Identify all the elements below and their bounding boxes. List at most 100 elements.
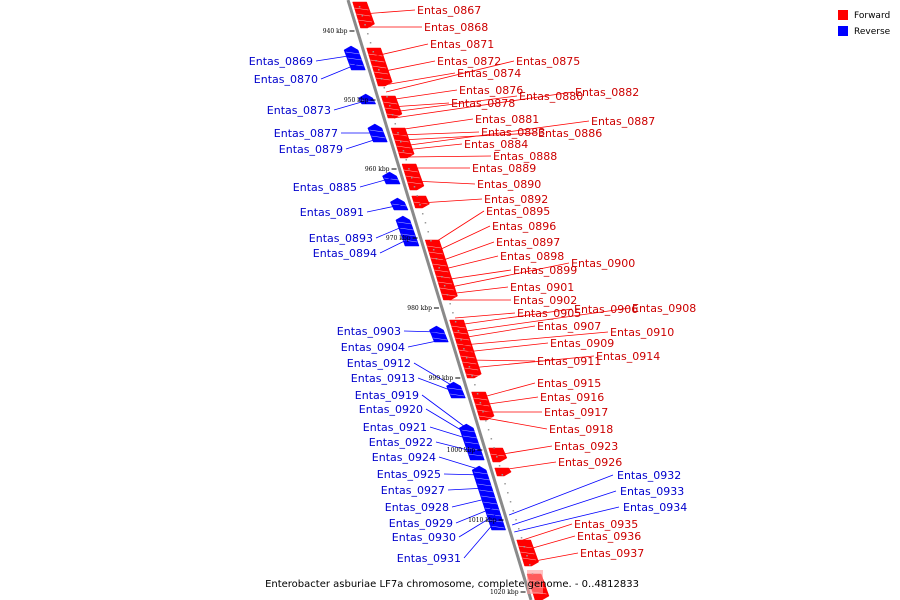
reverse-leader-line	[375, 224, 407, 239]
forward-gene-block[interactable]	[411, 195, 430, 209]
minor-feature-dot	[463, 348, 465, 350]
forward-gene-label[interactable]: Entas_0882	[575, 86, 639, 99]
forward-gene-label[interactable]: Entas_0910	[610, 326, 674, 339]
forward-gene-label[interactable]: Entas_0901	[510, 281, 574, 294]
forward-gene-label[interactable]: Entas_0868	[424, 21, 488, 34]
minor-feature-dot	[386, 96, 388, 98]
forward-gene-label[interactable]: Entas_0902	[513, 294, 577, 307]
reverse-leader-line	[320, 63, 358, 80]
forward-gene-label[interactable]: Entas_0926	[558, 456, 622, 469]
forward-gene-label[interactable]: Entas_0892	[484, 193, 548, 206]
forward-gene-label[interactable]: Entas_0888	[493, 150, 557, 163]
reverse-gene-label[interactable]: Entas_0879	[279, 143, 343, 156]
forward-gene-label[interactable]: Entas_0878	[451, 97, 515, 110]
forward-gene-block[interactable]	[390, 127, 415, 159]
forward-gene-label[interactable]: Entas_0887	[591, 115, 655, 128]
reverse-gene-block[interactable]	[343, 45, 366, 71]
forward-gene-label[interactable]: Entas_0867	[417, 4, 481, 17]
forward-gene-label[interactable]: Entas_0876	[459, 84, 523, 97]
forward-gene-block[interactable]	[471, 391, 495, 421]
reverse-gene-label[interactable]: Entas_0930	[392, 531, 456, 544]
forward-gene-label[interactable]: Entas_0881	[475, 113, 539, 126]
forward-gene-label[interactable]: Entas_0875	[516, 55, 580, 68]
forward-gene-label[interactable]: Entas_0935	[574, 518, 638, 531]
forward-gene-label[interactable]: Entas_0900	[571, 257, 635, 270]
legend-forward-label: Forward	[854, 11, 890, 21]
reverse-gene-label[interactable]: Entas_0913	[351, 372, 415, 385]
reverse-gene-label[interactable]: Entas_0903	[337, 325, 401, 338]
reverse-gene-label[interactable]: Entas_0920	[359, 403, 423, 416]
reverse-gene-label[interactable]: Entas_0894	[313, 247, 377, 260]
forward-leader-line	[400, 132, 537, 141]
forward-leader-line	[481, 396, 539, 406]
reverse-leader-line	[333, 99, 369, 111]
reverse-gene-label[interactable]: Entas_0873	[267, 104, 331, 117]
reverse-gene-label[interactable]: Entas_0931	[397, 552, 461, 565]
forward-gene-label[interactable]: Entas_0905	[517, 307, 581, 320]
forward-gene-label[interactable]: Entas_0890	[477, 178, 541, 191]
forward-leader-line	[501, 461, 557, 471]
forward-gene-label[interactable]: Entas_0896	[492, 220, 556, 233]
reverse-gene-label[interactable]: Entas_0932	[617, 469, 681, 482]
forward-gene-label[interactable]: Entas_0918	[549, 423, 613, 436]
reverse-gene-label[interactable]: Entas_0877	[274, 127, 338, 140]
forward-gene-label[interactable]: Entas_0937	[580, 547, 644, 560]
forward-gene-label[interactable]: Entas_0889	[472, 162, 536, 175]
forward-leader-line	[405, 155, 492, 158]
reverse-gene-label[interactable]: Entas_0924	[372, 451, 436, 464]
reverse-gene-label[interactable]: Entas_0891	[300, 206, 364, 219]
reverse-gene-label[interactable]: Entas_0928	[385, 501, 449, 514]
forward-gene-label[interactable]: Entas_0923	[554, 440, 618, 453]
forward-gene-label[interactable]: Entas_0907	[537, 320, 601, 333]
reverse-gene-label[interactable]: Entas_0912	[347, 357, 411, 370]
reverse-gene-label[interactable]: Entas_0869	[249, 55, 313, 68]
reverse-gene-label[interactable]: Entas_0929	[389, 517, 453, 530]
forward-gene-label[interactable]: Entas_0936	[577, 530, 641, 543]
forward-gene-label[interactable]: Entas_0898	[500, 250, 564, 263]
forward-gene-label[interactable]: Entas_0897	[496, 236, 560, 249]
reverse-gene-label[interactable]: Entas_0933	[620, 485, 684, 498]
forward-leader-line	[479, 382, 536, 399]
gene-separator	[399, 227, 414, 231]
forward-gene-label[interactable]: Entas_0915	[537, 377, 601, 390]
forward-gene-label[interactable]: Entas_0899	[513, 264, 577, 277]
gene-separator	[436, 275, 451, 279]
reverse-gene-label[interactable]: Entas_0870	[254, 73, 318, 86]
gene-separator	[375, 77, 390, 81]
reverse-gene-label[interactable]: Entas_0885	[293, 181, 357, 194]
forward-gene-label[interactable]: Entas_0906	[574, 303, 638, 316]
gene-separator	[453, 331, 468, 335]
forward-gene-block[interactable]	[494, 467, 512, 477]
reverse-gene-label[interactable]: Entas_0927	[381, 484, 445, 497]
forward-gene-label[interactable]: Entas_0872	[437, 55, 501, 68]
reverse-gene-block[interactable]	[390, 197, 409, 211]
forward-gene-label[interactable]: Entas_0914	[596, 350, 660, 363]
forward-gene-label[interactable]: Entas_0908	[632, 302, 696, 315]
reverse-gene-label[interactable]: Entas_0919	[355, 389, 419, 402]
reverse-gene-label[interactable]: Entas_0904	[341, 341, 405, 354]
reverse-gene-label[interactable]: Entas_0921	[363, 421, 427, 434]
forward-gene-label[interactable]: Entas_0883	[481, 126, 545, 139]
forward-gene-label[interactable]: Entas_0874	[457, 67, 521, 80]
forward-leader-line	[432, 210, 485, 245]
reverse-gene-label[interactable]: Entas_0925	[377, 468, 441, 481]
forward-leader-line	[525, 535, 576, 551]
reverse-gene-label[interactable]: Entas_0893	[309, 232, 373, 245]
forward-gene-label[interactable]: Entas_0871	[430, 38, 494, 51]
forward-gene-label[interactable]: Entas_0911	[537, 355, 601, 368]
reverse-gene-label[interactable]: Entas_0922	[369, 436, 433, 449]
forward-gene-label[interactable]: Entas_0884	[464, 138, 528, 151]
forward-gene-label[interactable]: Entas_0880	[519, 90, 583, 103]
reverse-gene-label[interactable]: Entas_0934	[623, 501, 687, 514]
forward-gene-label[interactable]: Entas_0917	[544, 406, 608, 419]
legend-reverse-swatch	[838, 26, 848, 36]
forward-gene-label[interactable]: Entas_0886	[538, 127, 602, 140]
forward-gene-label[interactable]: Entas_0916	[540, 391, 604, 404]
minor-feature-dot	[380, 78, 383, 80]
forward-leader-line	[383, 72, 456, 86]
forward-gene-label[interactable]: Entas_0909	[550, 337, 614, 350]
forward-gene-label[interactable]: Entas_0895	[486, 205, 550, 218]
minor-feature-dot	[435, 258, 438, 260]
minor-feature-dot	[496, 456, 498, 458]
